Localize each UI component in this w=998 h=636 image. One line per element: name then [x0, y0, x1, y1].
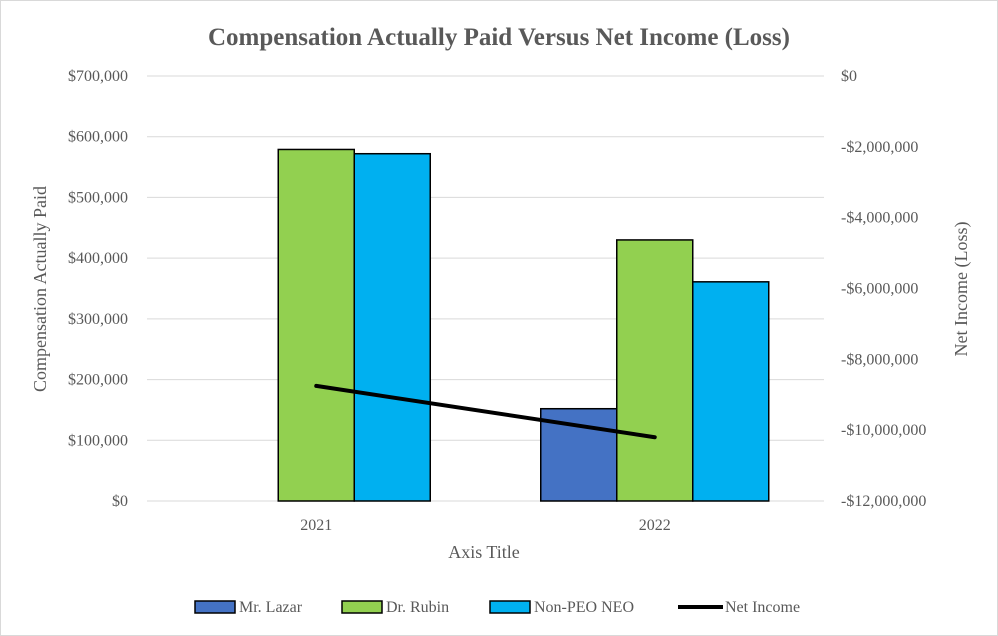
legend-swatch	[194, 600, 236, 614]
x-tick-label: 2021	[300, 517, 332, 534]
y-tick-label: $300,000	[68, 311, 128, 328]
lines	[314, 383, 657, 440]
x-tick-label: 2022	[639, 517, 671, 534]
y-tick-label: $700,000	[68, 68, 128, 85]
legend-label: Non-PEO NEO	[534, 599, 634, 616]
y-tick-label: $0	[112, 493, 128, 510]
legend-label: Mr. Lazar	[239, 599, 303, 616]
y-tick-label: $600,000	[68, 129, 128, 146]
y2-tick-label: -$8,000,000	[841, 351, 918, 368]
legend: Mr. Lazar Dr. Rubin Non-PEO NEO Net Income	[194, 599, 800, 616]
bar-dr-rubin	[616, 239, 694, 502]
y2-tick-label: -$12,000,000	[841, 493, 926, 510]
line-net-income	[314, 383, 657, 440]
legend-swatch	[341, 600, 383, 614]
y-tick-label: $400,000	[68, 250, 128, 267]
y2-axis-title: Net Income (Loss)	[951, 222, 972, 357]
y2-tick-label: -$2,000,000	[841, 139, 918, 156]
bar-non-peo-neo	[353, 152, 431, 502]
y-axis-title: Compensation Actually Paid	[30, 186, 50, 392]
y-tick-label: $200,000	[68, 372, 128, 389]
y2-tick-label: $0	[841, 68, 857, 85]
legend-swatch	[489, 600, 531, 614]
left-axis-ticks: $0 $100,000 $200,000 $300,000 $400,000 $500,0…	[68, 68, 128, 510]
y2-tick-label: -$10,000,000	[841, 422, 926, 439]
bar-dr-rubin	[277, 148, 355, 502]
y-tick-label: $500,000	[68, 189, 128, 206]
x-axis-title: Axis Title	[448, 542, 520, 562]
legend-label: Dr. Rubin	[386, 599, 449, 616]
chart-title: Compensation Actually Paid Versus Net In…	[208, 24, 790, 51]
y-tick-label: $100,000	[68, 432, 128, 449]
x-axis-ticks: 2021 2022	[300, 517, 671, 534]
legend-label: Net Income	[725, 599, 800, 616]
bars	[277, 148, 770, 502]
y2-tick-label: -$4,000,000	[841, 210, 918, 227]
bar-non-peo-neo	[692, 281, 770, 502]
y2-tick-label: -$6,000,000	[841, 281, 918, 298]
gridlines	[147, 75, 824, 502]
right-axis-ticks: -$12,000,000 -$10,000,000 -$8,000,000 -$6,0…	[841, 68, 926, 510]
